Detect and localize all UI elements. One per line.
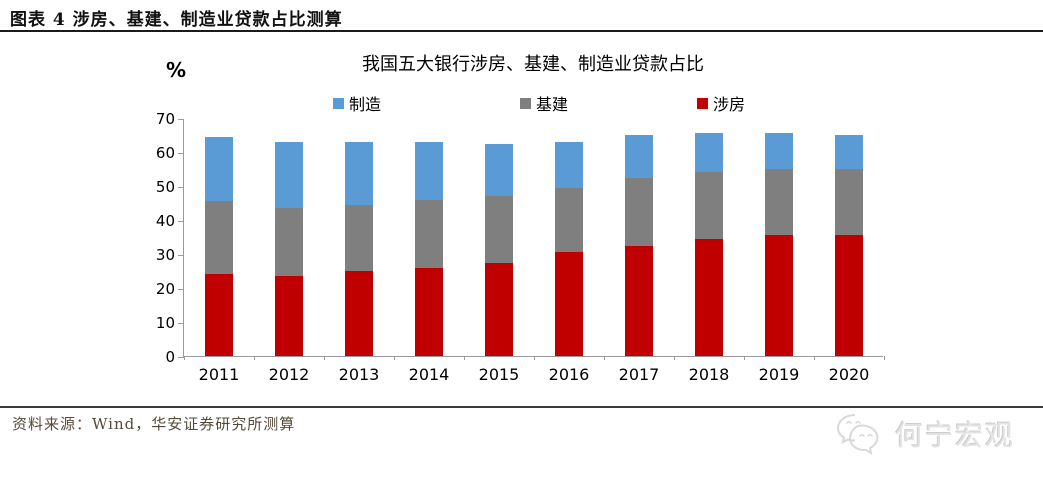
- bar-segment-涉房: [275, 276, 303, 356]
- bar-segment-基建: [205, 201, 233, 275]
- y-axis-tick-label: 0: [165, 348, 175, 366]
- y-axis-tick-label: 60: [155, 144, 175, 162]
- x-axis-tick: [183, 356, 185, 360]
- y-axis-tick: [178, 186, 184, 188]
- legend-item-realestate: 涉房: [697, 91, 745, 115]
- footer-divider: [0, 406, 1043, 408]
- bar-segment-制造: [485, 143, 513, 197]
- manufacturing-swatch-icon: [333, 97, 344, 109]
- header-divider: [0, 30, 1043, 32]
- x-axis-tick: [883, 356, 885, 360]
- realestate-swatch-icon: [697, 97, 708, 109]
- figure-title: 图表 4 涉房、基建、制造业贷款占比测算: [10, 10, 343, 30]
- y-axis-tick-label: 20: [155, 280, 175, 298]
- chart-title: 我国五大银行涉房、基建、制造业贷款占比: [362, 54, 704, 75]
- bar-segment-制造: [275, 141, 303, 209]
- bar-segment-涉房: [765, 235, 793, 356]
- watermark: 何宁宏观: [835, 412, 1015, 456]
- legend-label: 基建: [536, 95, 569, 114]
- bar-segment-制造: [345, 141, 373, 205]
- bar-segment-制造: [205, 136, 233, 202]
- x-axis-tick: [743, 356, 745, 360]
- x-axis-tick-label: 2019: [758, 365, 800, 384]
- x-axis-tick-label: 2015: [478, 365, 520, 384]
- bar-segment-基建: [555, 187, 583, 253]
- x-axis-tick: [673, 356, 675, 360]
- bar-segment-制造: [625, 135, 653, 178]
- y-axis-tick: [178, 288, 184, 290]
- x-axis-tick: [603, 356, 605, 360]
- data-source: 资料来源：Wind，华安证券研究所测算: [12, 415, 296, 433]
- wechat-icon: [835, 412, 887, 456]
- y-axis-tick-label: 70: [155, 110, 175, 128]
- bar-segment-涉房: [555, 252, 583, 356]
- x-axis-tick-label: 2013: [338, 365, 380, 384]
- bar-segment-基建: [695, 172, 723, 239]
- legend-item-manufacturing: 制造: [333, 91, 381, 115]
- bar-segment-制造: [695, 133, 723, 173]
- bar-segment-基建: [275, 208, 303, 277]
- x-axis-tick: [813, 356, 815, 360]
- y-axis-unit-label: %: [166, 58, 187, 82]
- bar-segment-涉房: [345, 271, 373, 356]
- x-axis-tick-label: 2017: [618, 365, 660, 384]
- bar-segment-涉房: [205, 274, 233, 356]
- bar-segment-涉房: [695, 238, 723, 356]
- bar-segment-涉房: [835, 235, 863, 356]
- bar-segment-涉房: [625, 245, 653, 356]
- bar-segment-基建: [765, 169, 793, 236]
- x-axis-tick-label: 2011: [198, 365, 240, 384]
- x-axis-tick-label: 2014: [408, 365, 450, 384]
- bar-segment-制造: [835, 135, 863, 169]
- y-axis-tick: [178, 356, 184, 358]
- chart-legend: 制造 基建 涉房: [183, 91, 883, 114]
- bar-segment-制造: [765, 133, 793, 169]
- y-axis-tick-label: 10: [155, 314, 175, 332]
- bar-segment-基建: [345, 204, 373, 271]
- x-axis-tick-label: 2018: [688, 365, 730, 384]
- y-axis-tick-label: 40: [155, 212, 175, 230]
- x-axis-tick: [253, 356, 255, 360]
- x-axis-tick-label: 2020: [828, 365, 870, 384]
- watermark-text: 何宁宏观: [894, 419, 1015, 452]
- x-axis-tick-label: 2016: [548, 365, 590, 384]
- infrastructure-swatch-icon: [520, 97, 531, 109]
- y-axis-tick: [178, 118, 184, 120]
- y-axis-tick-label: 50: [155, 178, 175, 196]
- bar-segment-制造: [415, 141, 443, 200]
- x-axis-tick: [323, 356, 325, 360]
- legend-label: 涉房: [713, 95, 746, 114]
- bar-segment-基建: [625, 177, 653, 246]
- y-axis-tick: [178, 254, 184, 256]
- bar-segment-涉房: [415, 267, 443, 356]
- x-axis-tick: [533, 356, 535, 360]
- x-axis-tick: [393, 356, 395, 360]
- bar-segment-基建: [485, 196, 513, 263]
- plot-area: 0 10 20 30 40 50 60 70 2011 2012 2013 2014 2015 2016 2…: [156, 110, 885, 384]
- legend-item-infrastructure: 基建: [520, 91, 568, 115]
- bar-segment-基建: [415, 199, 443, 268]
- x-axis-tick-label: 2012: [268, 365, 310, 384]
- y-axis-tick-label: 30: [155, 246, 175, 264]
- bar-segment-基建: [835, 169, 863, 236]
- y-axis-tick: [178, 322, 184, 324]
- bar-segment-制造: [555, 141, 583, 188]
- legend-label: 制造: [349, 95, 382, 114]
- bar-segment-涉房: [485, 262, 513, 356]
- y-axis-tick: [178, 152, 184, 154]
- x-axis-tick: [463, 356, 465, 360]
- y-axis-tick: [178, 220, 184, 222]
